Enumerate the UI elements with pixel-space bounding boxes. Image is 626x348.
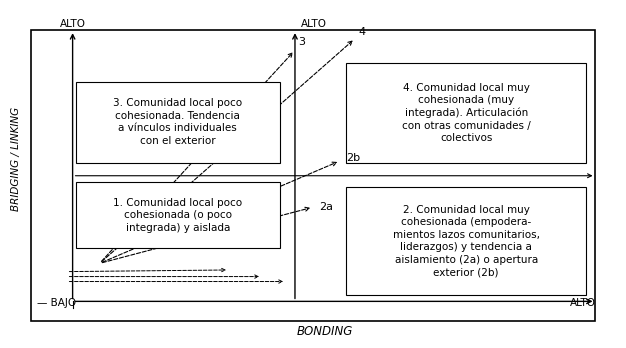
- Text: ALTO: ALTO: [301, 19, 327, 29]
- FancyBboxPatch shape: [346, 63, 587, 163]
- Text: BRIDGING / LINKING: BRIDGING / LINKING: [11, 107, 21, 211]
- Text: 1. Comunidad local poco
cohesionada (o poco
integrada) y aislada: 1. Comunidad local poco cohesionada (o p…: [113, 198, 242, 233]
- Text: 3: 3: [298, 37, 305, 47]
- Text: 2b: 2b: [346, 152, 360, 163]
- Text: 3. Comunidad local poco
cohesionada. Tendencia
a vínculos individuales
con el ex: 3. Comunidad local poco cohesionada. Ten…: [113, 98, 242, 145]
- Text: BONDING: BONDING: [297, 325, 353, 338]
- FancyBboxPatch shape: [76, 81, 280, 163]
- Text: ALTO: ALTO: [570, 298, 595, 308]
- FancyBboxPatch shape: [76, 182, 280, 248]
- Text: ALTO: ALTO: [59, 19, 86, 29]
- Bar: [31, 30, 595, 321]
- FancyBboxPatch shape: [346, 187, 587, 295]
- Text: 2a: 2a: [319, 202, 333, 212]
- Text: 2. Comunidad local muy
cohesionada (empodera-
mientos lazos comunitarios,
lidera: 2. Comunidad local muy cohesionada (empo…: [393, 205, 540, 277]
- Text: 4. Comunidad local muy
cohesionada (muy
integrada). Articulación
con otras comun: 4. Comunidad local muy cohesionada (muy …: [402, 83, 531, 143]
- Text: — BAJO: — BAJO: [36, 298, 76, 308]
- Text: 4: 4: [358, 27, 365, 37]
